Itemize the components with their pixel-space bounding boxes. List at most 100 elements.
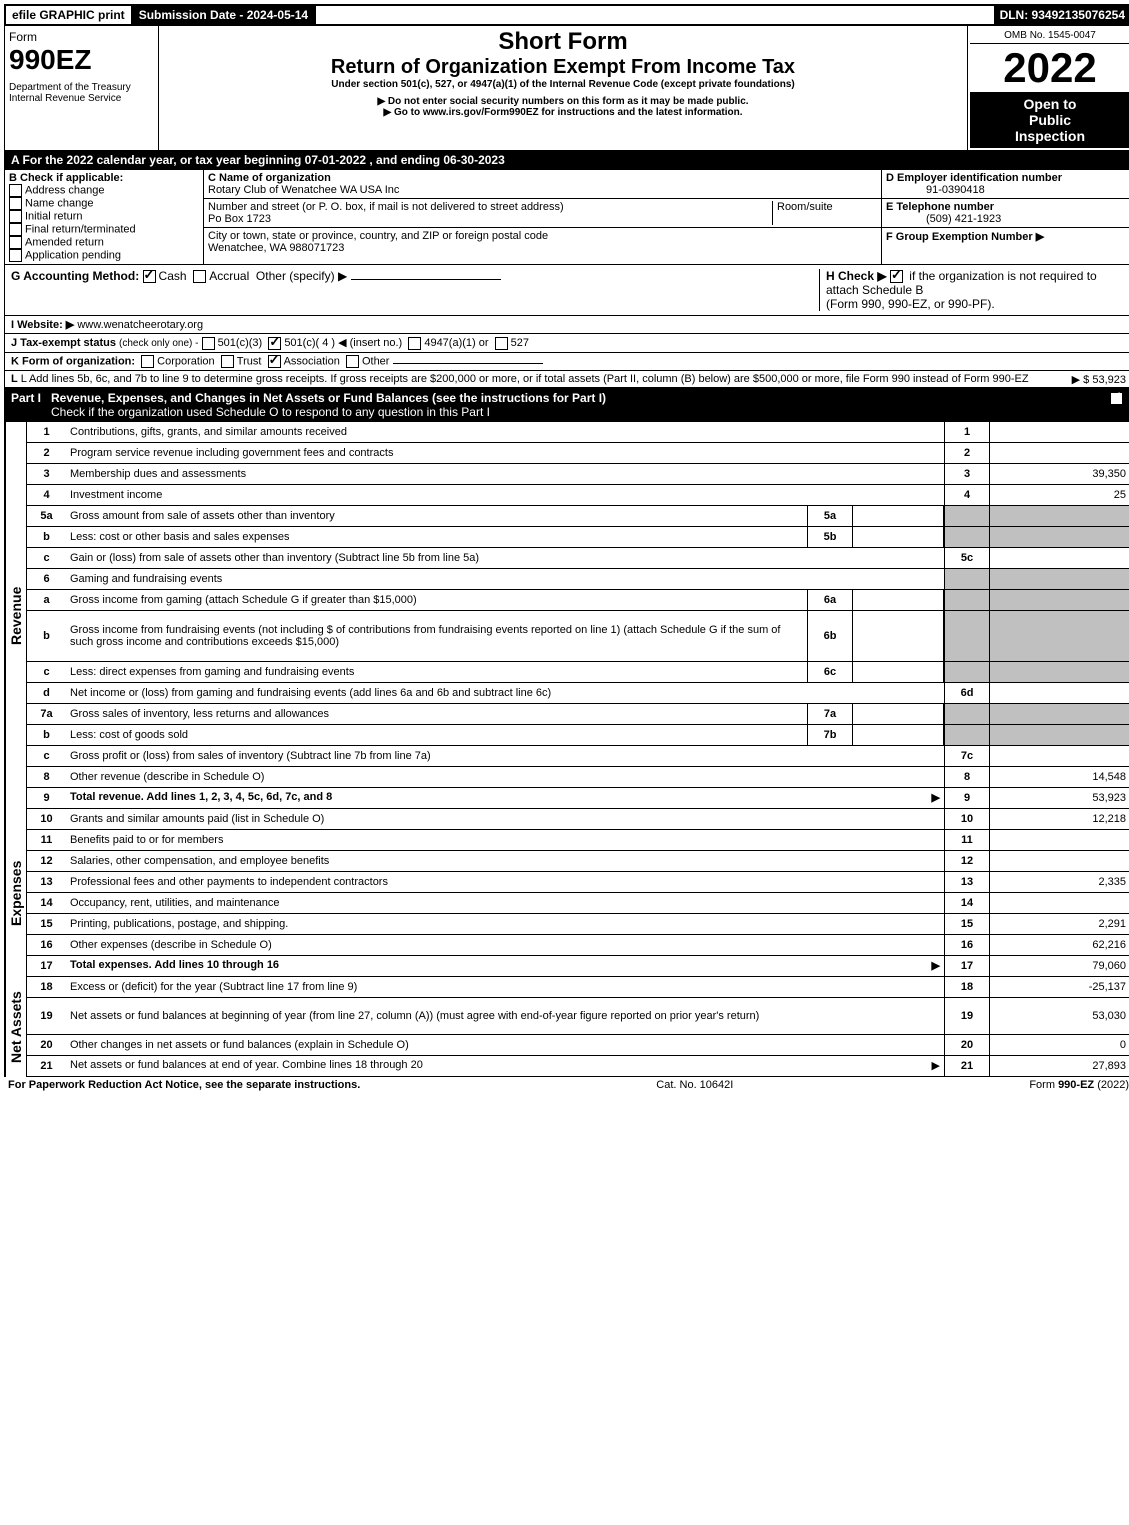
- page-footer: For Paperwork Reduction Act Notice, see …: [4, 1077, 1129, 1093]
- j-501c3[interactable]: [202, 337, 215, 350]
- b-opt-name[interactable]: Name change: [9, 197, 199, 210]
- l-amount: ▶ $ 53,923: [1072, 373, 1126, 386]
- line-2: 2Program service revenue including gover…: [26, 443, 1129, 464]
- c-name: Rotary Club of Wenatchee WA USA Inc: [208, 184, 399, 196]
- line-6a: aGross income from gaming (attach Schedu…: [26, 590, 1129, 611]
- b-opt-final[interactable]: Final return/terminated: [9, 223, 199, 236]
- line-6d: dNet income or (loss) from gaming and fu…: [26, 683, 1129, 704]
- f-group-label: F Group Exemption Number ▶: [886, 231, 1044, 243]
- line-14: 14Occupancy, rent, utilities, and mainte…: [26, 893, 1129, 914]
- h-check[interactable]: [890, 270, 903, 283]
- line-5a: 5aGross amount from sale of assets other…: [26, 506, 1129, 527]
- line-8: 8Other revenue (describe in Schedule O)8…: [26, 767, 1129, 788]
- g-label: G Accounting Method:: [11, 269, 139, 283]
- submission-date: Submission Date - 2024-05-14: [133, 6, 316, 24]
- footer-right: Form 990-EZ (2022): [1029, 1079, 1129, 1091]
- c-street: Po Box 1723: [208, 213, 271, 225]
- form-number: 990EZ: [9, 44, 154, 76]
- line-10: 10Grants and similar amounts paid (list …: [26, 809, 1129, 830]
- line-7b: bLess: cost of goods sold7b: [26, 725, 1129, 746]
- b-opt-pending[interactable]: Application pending: [9, 249, 199, 262]
- section-gh: G Accounting Method: Cash Accrual Other …: [4, 265, 1129, 316]
- dept-line2: Internal Revenue Service: [9, 93, 154, 104]
- line-18: 18Excess or (deficit) for the year (Subt…: [26, 977, 1129, 998]
- line-19: 19Net assets or fund balances at beginni…: [26, 998, 1129, 1035]
- line-20: 20Other changes in net assets or fund ba…: [26, 1035, 1129, 1056]
- line-5c: cGain or (loss) from sale of assets othe…: [26, 548, 1129, 569]
- g-cash-check[interactable]: [143, 270, 156, 283]
- line-5b: bLess: cost or other basis and sales exp…: [26, 527, 1129, 548]
- b-opt-amended[interactable]: Amended return: [9, 236, 199, 249]
- netassets-tab: Net Assets: [5, 977, 26, 1077]
- e-phone: (509) 421-1923: [886, 213, 1001, 225]
- note-goto: ▶ Go to www.irs.gov/Form990EZ for instru…: [163, 107, 963, 118]
- k-other[interactable]: [346, 355, 359, 368]
- b-label: B Check if applicable:: [9, 172, 199, 184]
- c-city-label: City or town, state or province, country…: [208, 230, 548, 242]
- c-name-label: C Name of organization: [208, 172, 331, 184]
- revenue-tab: Revenue: [5, 422, 26, 809]
- line-15: 15Printing, publications, postage, and s…: [26, 914, 1129, 935]
- note-ssn: ▶ Do not enter social security numbers o…: [163, 96, 963, 107]
- part1-check[interactable]: [1110, 392, 1123, 405]
- topbar: efile GRAPHIC print Submission Date - 20…: [4, 4, 1129, 26]
- form-label: Form: [9, 30, 154, 44]
- c-street-label: Number and street (or P. O. box, if mail…: [208, 201, 564, 213]
- section-def: D Employer identification number 91-0390…: [882, 170, 1129, 264]
- line-12: 12Salaries, other compensation, and empl…: [26, 851, 1129, 872]
- j-527[interactable]: [495, 337, 508, 350]
- omb: OMB No. 1545-0047: [970, 28, 1129, 44]
- line-1: 1Contributions, gifts, grants, and simil…: [26, 422, 1129, 443]
- line-13: 13Professional fees and other payments t…: [26, 872, 1129, 893]
- line-16: 16Other expenses (describe in Schedule O…: [26, 935, 1129, 956]
- form-header: Form 990EZ Department of the Treasury In…: [4, 26, 1129, 151]
- subtitle: Under section 501(c), 527, or 4947(a)(1)…: [163, 79, 963, 90]
- line-21: 21Net assets or fund balances at end of …: [26, 1056, 1129, 1077]
- section-h: H Check ▶ if the organization is not req…: [819, 269, 1126, 311]
- k-assoc[interactable]: [268, 355, 281, 368]
- line-3: 3Membership dues and assessments339,350: [26, 464, 1129, 485]
- line-11: 11Benefits paid to or for members11: [26, 830, 1129, 851]
- c-city: Wenatchee, WA 988071723: [208, 242, 344, 254]
- section-k: K Form of organization: Corporation Trus…: [4, 353, 1129, 371]
- website-link[interactable]: www.wenatcheerotary.org: [77, 319, 203, 331]
- part1-header: Part I Revenue, Expenses, and Changes in…: [4, 388, 1129, 422]
- footer-left: For Paperwork Reduction Act Notice, see …: [8, 1079, 360, 1091]
- title-return: Return of Organization Exempt From Incom…: [163, 56, 963, 79]
- k-corp[interactable]: [141, 355, 154, 368]
- k-trust[interactable]: [221, 355, 234, 368]
- line-6c: cLess: direct expenses from gaming and f…: [26, 662, 1129, 683]
- b-opt-initial[interactable]: Initial return: [9, 210, 199, 223]
- d-ein: 91-0390418: [886, 184, 985, 196]
- line-6b: bGross income from fundraising events (n…: [26, 611, 1129, 662]
- section-a: A For the 2022 calendar year, or tax yea…: [4, 151, 1129, 170]
- section-j: J Tax-exempt status (check only one) - 5…: [4, 334, 1129, 353]
- d-ein-label: D Employer identification number: [886, 172, 1062, 184]
- section-c: C Name of organization Rotary Club of We…: [204, 170, 882, 264]
- expenses-section: Expenses 10Grants and similar amounts pa…: [4, 809, 1129, 977]
- netassets-section: Net Assets 18Excess or (deficit) for the…: [4, 977, 1129, 1077]
- revenue-section: Revenue 1Contributions, gifts, grants, a…: [4, 422, 1129, 809]
- section-b: B Check if applicable: Address change Na…: [5, 170, 204, 264]
- footer-center: Cat. No. 10642I: [656, 1079, 733, 1091]
- section-bcd: B Check if applicable: Address change Na…: [4, 170, 1129, 265]
- line-7c: cGross profit or (loss) from sales of in…: [26, 746, 1129, 767]
- c-room-label: Room/suite: [772, 201, 877, 225]
- line-6: 6Gaming and fundraising events: [26, 569, 1129, 590]
- dept-line1: Department of the Treasury: [9, 82, 154, 93]
- inspection-box: Open to Public Inspection: [970, 92, 1129, 148]
- j-4947[interactable]: [408, 337, 421, 350]
- e-phone-label: E Telephone number: [886, 201, 994, 213]
- b-opt-address[interactable]: Address change: [9, 184, 199, 197]
- efile-label[interactable]: efile GRAPHIC print: [6, 6, 133, 24]
- j-501c[interactable]: [268, 337, 281, 350]
- section-i: I Website: ▶ www.wenatcheerotary.org: [4, 316, 1129, 334]
- g-accrual-check[interactable]: [193, 270, 206, 283]
- line-7a: 7aGross sales of inventory, less returns…: [26, 704, 1129, 725]
- section-l: L L Add lines 5b, 6c, and 7b to line 9 t…: [4, 371, 1129, 388]
- line-17: 17Total expenses. Add lines 10 through 1…: [26, 956, 1129, 977]
- line-4: 4Investment income425: [26, 485, 1129, 506]
- tax-year: 2022: [970, 44, 1129, 92]
- line-9: 9Total revenue. Add lines 1, 2, 3, 4, 5c…: [26, 788, 1129, 809]
- dln: DLN: 93492135076254: [994, 6, 1129, 24]
